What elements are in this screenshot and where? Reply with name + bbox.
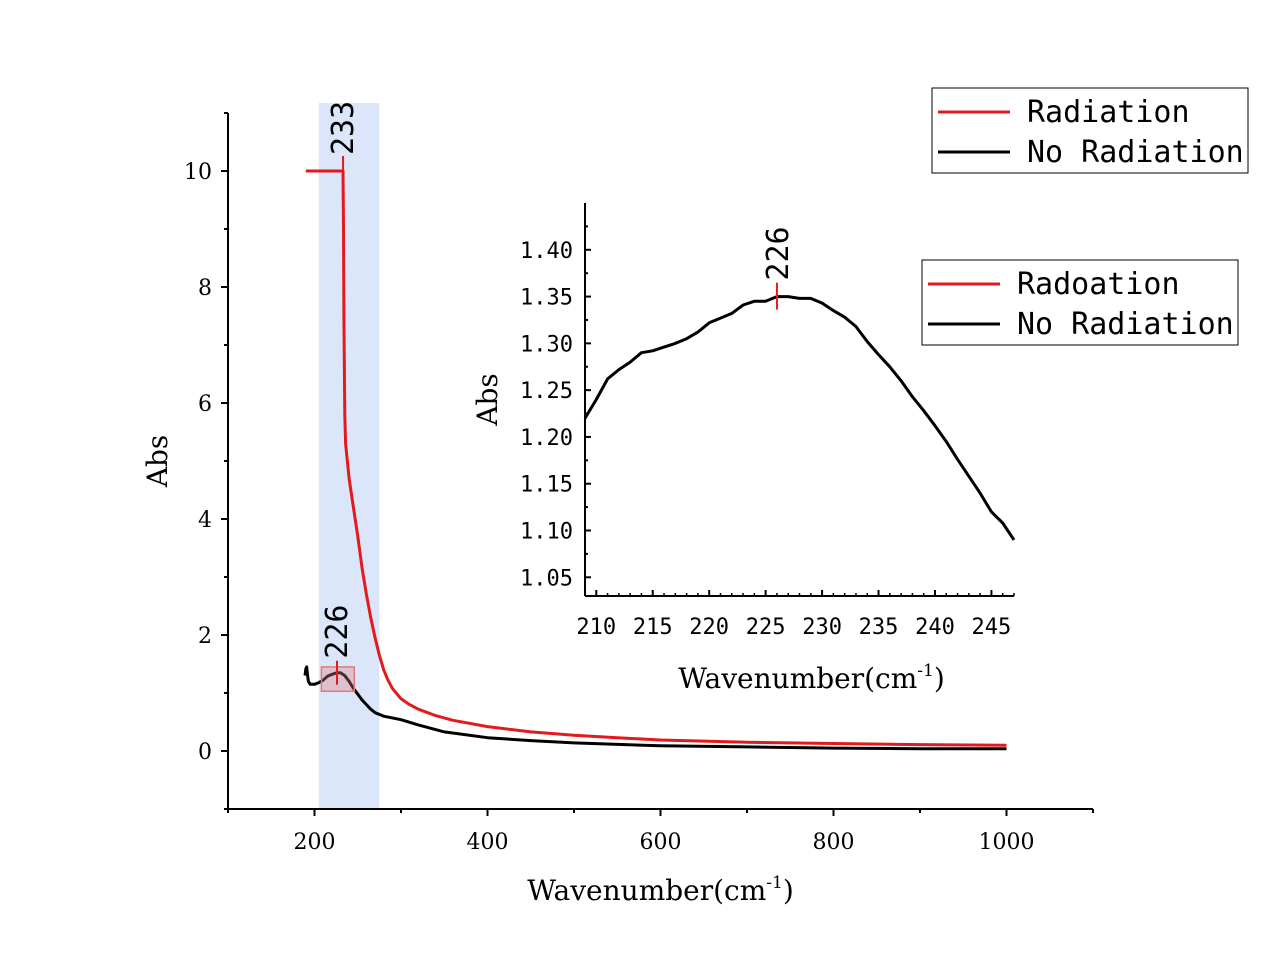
main-legend-label-1: No Radiation [1027,135,1244,170]
main-legend-label-0: Radiation [1027,95,1190,130]
inset-xtick-label-1: 215 [633,615,673,640]
main-legend: Radiation No Radiation [931,87,1249,174]
main-annotation-226: 226 [320,605,355,659]
highlight-band [318,103,380,809]
main-ytick-label-2: 4 [198,508,212,533]
inset-ytick-label-3: 1.20 [520,426,573,451]
main-ytick-label-0: 0 [198,740,212,765]
main-xtick-label-1: 400 [467,830,509,855]
inset-legend-label-0: Radoation [1017,267,1180,302]
inset-ytick-label-1: 1.10 [520,520,573,545]
inset-y-axis-title: Abs [471,373,504,427]
main-ytick-label-5: 10 [184,160,212,185]
main-series-no-radiation [303,665,1007,751]
main-xtick-label-0: 200 [294,830,336,855]
inset-ytick-label-5: 1.30 [520,332,573,357]
main-xtick-label-4: 1000 [979,830,1035,855]
main-ytick-label-4: 8 [198,276,212,301]
main-xtick-label-2: 600 [640,830,682,855]
inset-legend-label-1: No Radiation [1017,307,1234,342]
inset-xtick-label-0: 210 [576,615,616,640]
main-ytick-label-3: 6 [198,392,212,417]
main-y-axis-title: Abs [141,435,174,489]
inset-annotation-226: 226 [761,226,796,280]
inset-xtick-label-5: 235 [859,615,899,640]
inset-legend-frame [921,259,1239,346]
inset-ytick-label-2: 1.15 [520,473,573,498]
main-legend-frame [931,87,1249,174]
inset-legend: Radoation No Radiation [921,259,1239,346]
inset-xtick-label-2: 220 [689,615,729,640]
inset-ytick-label-4: 1.25 [520,379,573,404]
inset-xtick-label-6: 240 [915,615,955,640]
inset-series-no-radiation [583,295,1016,541]
inset-xtick-label-3: 225 [746,615,786,640]
inset-xtick-label-7: 245 [972,615,1012,640]
inset-xtick-label-4: 230 [802,615,842,640]
main-xtick-label-3: 800 [813,830,855,855]
main-series-radiation [305,169,1007,747]
inset-x-axis-title: Wavenumber(cm-1) [678,661,945,695]
main-ytick-label-1: 2 [198,624,212,649]
main-x-axis-title: Wavenumber(cm-1) [527,873,794,907]
inset-ytick-label-6: 1.35 [520,286,573,311]
inset-ytick-label-0: 1.05 [520,566,573,591]
inset-ytick-label-7: 1.40 [520,239,573,264]
main-annotation-233: 233 [326,101,361,155]
